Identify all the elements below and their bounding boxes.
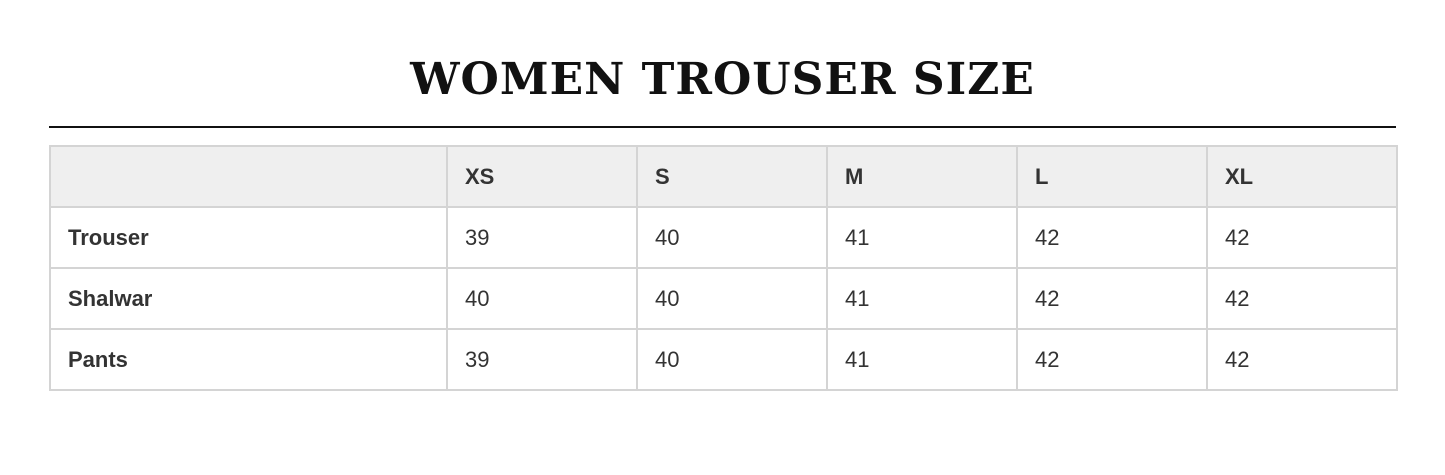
- table-cell: 39: [446, 206, 638, 269]
- row-label: Shalwar: [49, 267, 448, 330]
- table-cell: 41: [826, 267, 1018, 330]
- header-cell-l: L: [1016, 145, 1208, 208]
- table-row: Trouser 39 40 41 42 42: [49, 206, 1398, 269]
- header-row: XS S M L XL: [49, 145, 1398, 208]
- size-chart-table: XS S M L XL Trouser 39 40 41 42 42 Shalw…: [49, 145, 1398, 391]
- header-cell-blank: [49, 145, 448, 208]
- table-cell: 40: [636, 206, 828, 269]
- table-row: Shalwar 40 40 41 42 42: [49, 267, 1398, 330]
- table-cell: 42: [1016, 267, 1208, 330]
- row-label: Trouser: [49, 206, 448, 269]
- header-cell-xl: XL: [1206, 145, 1398, 208]
- table-cell: 42: [1206, 206, 1398, 269]
- table-cell: 42: [1206, 267, 1398, 330]
- header-cell-m: M: [826, 145, 1018, 208]
- table-cell: 40: [636, 267, 828, 330]
- table-cell: 42: [1016, 328, 1208, 391]
- header-cell-s: S: [636, 145, 828, 208]
- table-cell: 42: [1206, 328, 1398, 391]
- table-cell: 41: [826, 328, 1018, 391]
- table-cell: 41: [826, 206, 1018, 269]
- table-row: Pants 39 40 41 42 42: [49, 328, 1398, 391]
- table-cell: 42: [1016, 206, 1208, 269]
- header-cell-xs: XS: [446, 145, 638, 208]
- page-title: WOMEN TROUSER SIZE: [410, 54, 1035, 105]
- table-cell: 39: [446, 328, 638, 391]
- table-cell: 40: [636, 328, 828, 391]
- row-label: Pants: [49, 328, 448, 391]
- title-divider: [49, 126, 1396, 128]
- table-cell: 40: [446, 267, 638, 330]
